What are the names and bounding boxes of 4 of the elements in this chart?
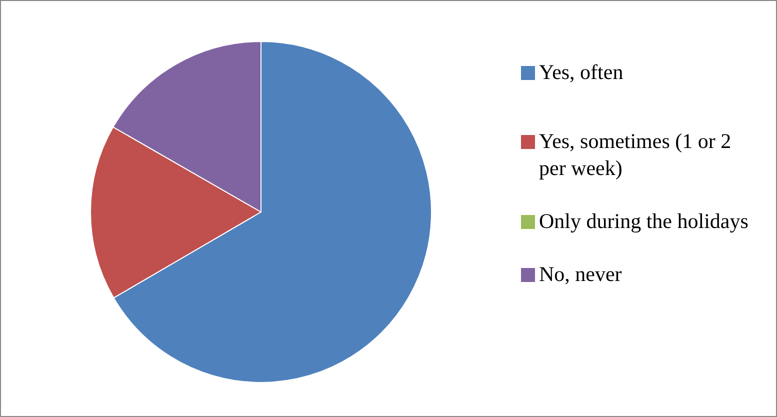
legend-label: Only during the holidays <box>539 208 748 235</box>
legend-label: Yes, often <box>539 59 624 86</box>
legend-label: No, never <box>539 261 622 288</box>
legend-label: Yes, sometimes (1 or 2 per week) <box>539 128 732 182</box>
